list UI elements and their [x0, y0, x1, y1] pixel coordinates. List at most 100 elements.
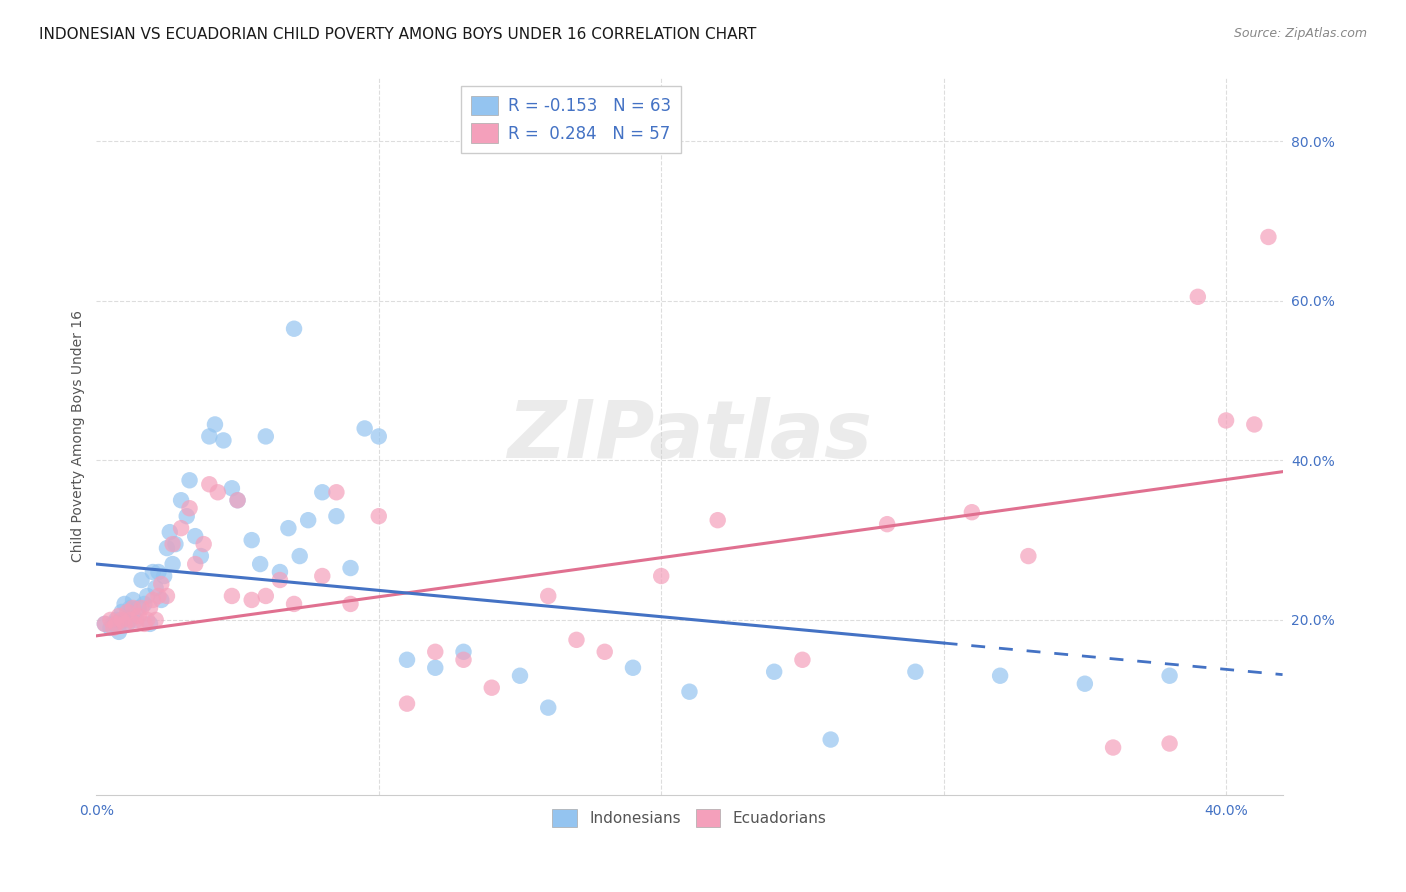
Point: [1159, 669, 1181, 683]
Point: [162, 537, 184, 551]
Point: [1017, 549, 1039, 563]
Point: [131, 601, 153, 615]
Point: [212, 434, 235, 448]
Point: [988, 669, 1011, 683]
Point: [1159, 737, 1181, 751]
Point: [170, 493, 193, 508]
Point: [176, 509, 198, 524]
Point: [678, 684, 700, 698]
Point: [148, 565, 170, 579]
Point: [325, 509, 347, 524]
Point: [1257, 230, 1279, 244]
Point: [105, 613, 128, 627]
Point: [114, 597, 136, 611]
Point: [706, 513, 728, 527]
Point: [198, 429, 221, 443]
Point: [193, 537, 215, 551]
Point: [1074, 676, 1097, 690]
Point: [1215, 413, 1237, 427]
Point: [226, 493, 249, 508]
Point: [142, 593, 165, 607]
Point: [593, 645, 616, 659]
Point: [156, 589, 179, 603]
Point: [162, 557, 184, 571]
Point: [148, 589, 170, 603]
Point: [114, 616, 136, 631]
Point: [103, 616, 125, 631]
Point: [117, 616, 139, 631]
Point: [120, 601, 142, 615]
Point: [1243, 417, 1265, 432]
Point: [876, 517, 898, 532]
Point: [128, 601, 150, 615]
Point: [249, 557, 271, 571]
Point: [254, 589, 277, 603]
Point: [150, 593, 173, 607]
Point: [269, 565, 291, 579]
Point: [395, 697, 418, 711]
Point: [165, 537, 187, 551]
Point: [94, 616, 117, 631]
Point: [122, 608, 145, 623]
Point: [156, 541, 179, 555]
Point: [311, 569, 333, 583]
Point: [425, 645, 447, 659]
Point: [269, 573, 291, 587]
Point: [170, 521, 193, 535]
Point: [339, 561, 361, 575]
Point: [139, 601, 162, 615]
Point: [122, 601, 145, 615]
Point: [122, 593, 145, 607]
Point: [134, 597, 156, 611]
Point: [111, 605, 134, 619]
Point: [565, 632, 588, 647]
Point: [453, 653, 475, 667]
Point: [1187, 290, 1209, 304]
Point: [159, 525, 181, 540]
Point: [105, 616, 128, 631]
Point: [254, 429, 277, 443]
Text: INDONESIAN VS ECUADORIAN CHILD POVERTY AMONG BOYS UNDER 16 CORRELATION CHART: INDONESIAN VS ECUADORIAN CHILD POVERTY A…: [39, 27, 756, 42]
Point: [367, 429, 389, 443]
Point: [145, 613, 167, 627]
Point: [100, 621, 122, 635]
Point: [226, 493, 249, 508]
Point: [453, 645, 475, 659]
Point: [283, 597, 305, 611]
Y-axis label: Child Poverty Among Boys Under 16: Child Poverty Among Boys Under 16: [72, 310, 86, 563]
Point: [221, 589, 243, 603]
Point: [190, 549, 212, 563]
Point: [277, 521, 299, 535]
Point: [153, 569, 176, 583]
Text: ZIPatlas: ZIPatlas: [508, 398, 872, 475]
Point: [960, 505, 983, 519]
Point: [621, 661, 644, 675]
Point: [136, 613, 159, 627]
Point: [311, 485, 333, 500]
Point: [142, 565, 165, 579]
Point: [131, 573, 153, 587]
Point: [128, 608, 150, 623]
Point: [240, 533, 263, 548]
Point: [509, 669, 531, 683]
Point: [297, 513, 319, 527]
Point: [94, 616, 117, 631]
Point: [763, 665, 786, 679]
Point: [134, 616, 156, 631]
Point: [537, 589, 560, 603]
Point: [283, 322, 305, 336]
Point: [339, 597, 361, 611]
Point: [103, 621, 125, 635]
Point: [184, 557, 207, 571]
Point: [108, 624, 131, 639]
Point: [537, 700, 560, 714]
Point: [395, 653, 418, 667]
Point: [325, 485, 347, 500]
Point: [221, 481, 243, 495]
Point: [367, 509, 389, 524]
Point: [145, 581, 167, 595]
Point: [481, 681, 503, 695]
Point: [288, 549, 311, 563]
Point: [139, 616, 162, 631]
Point: [650, 569, 672, 583]
